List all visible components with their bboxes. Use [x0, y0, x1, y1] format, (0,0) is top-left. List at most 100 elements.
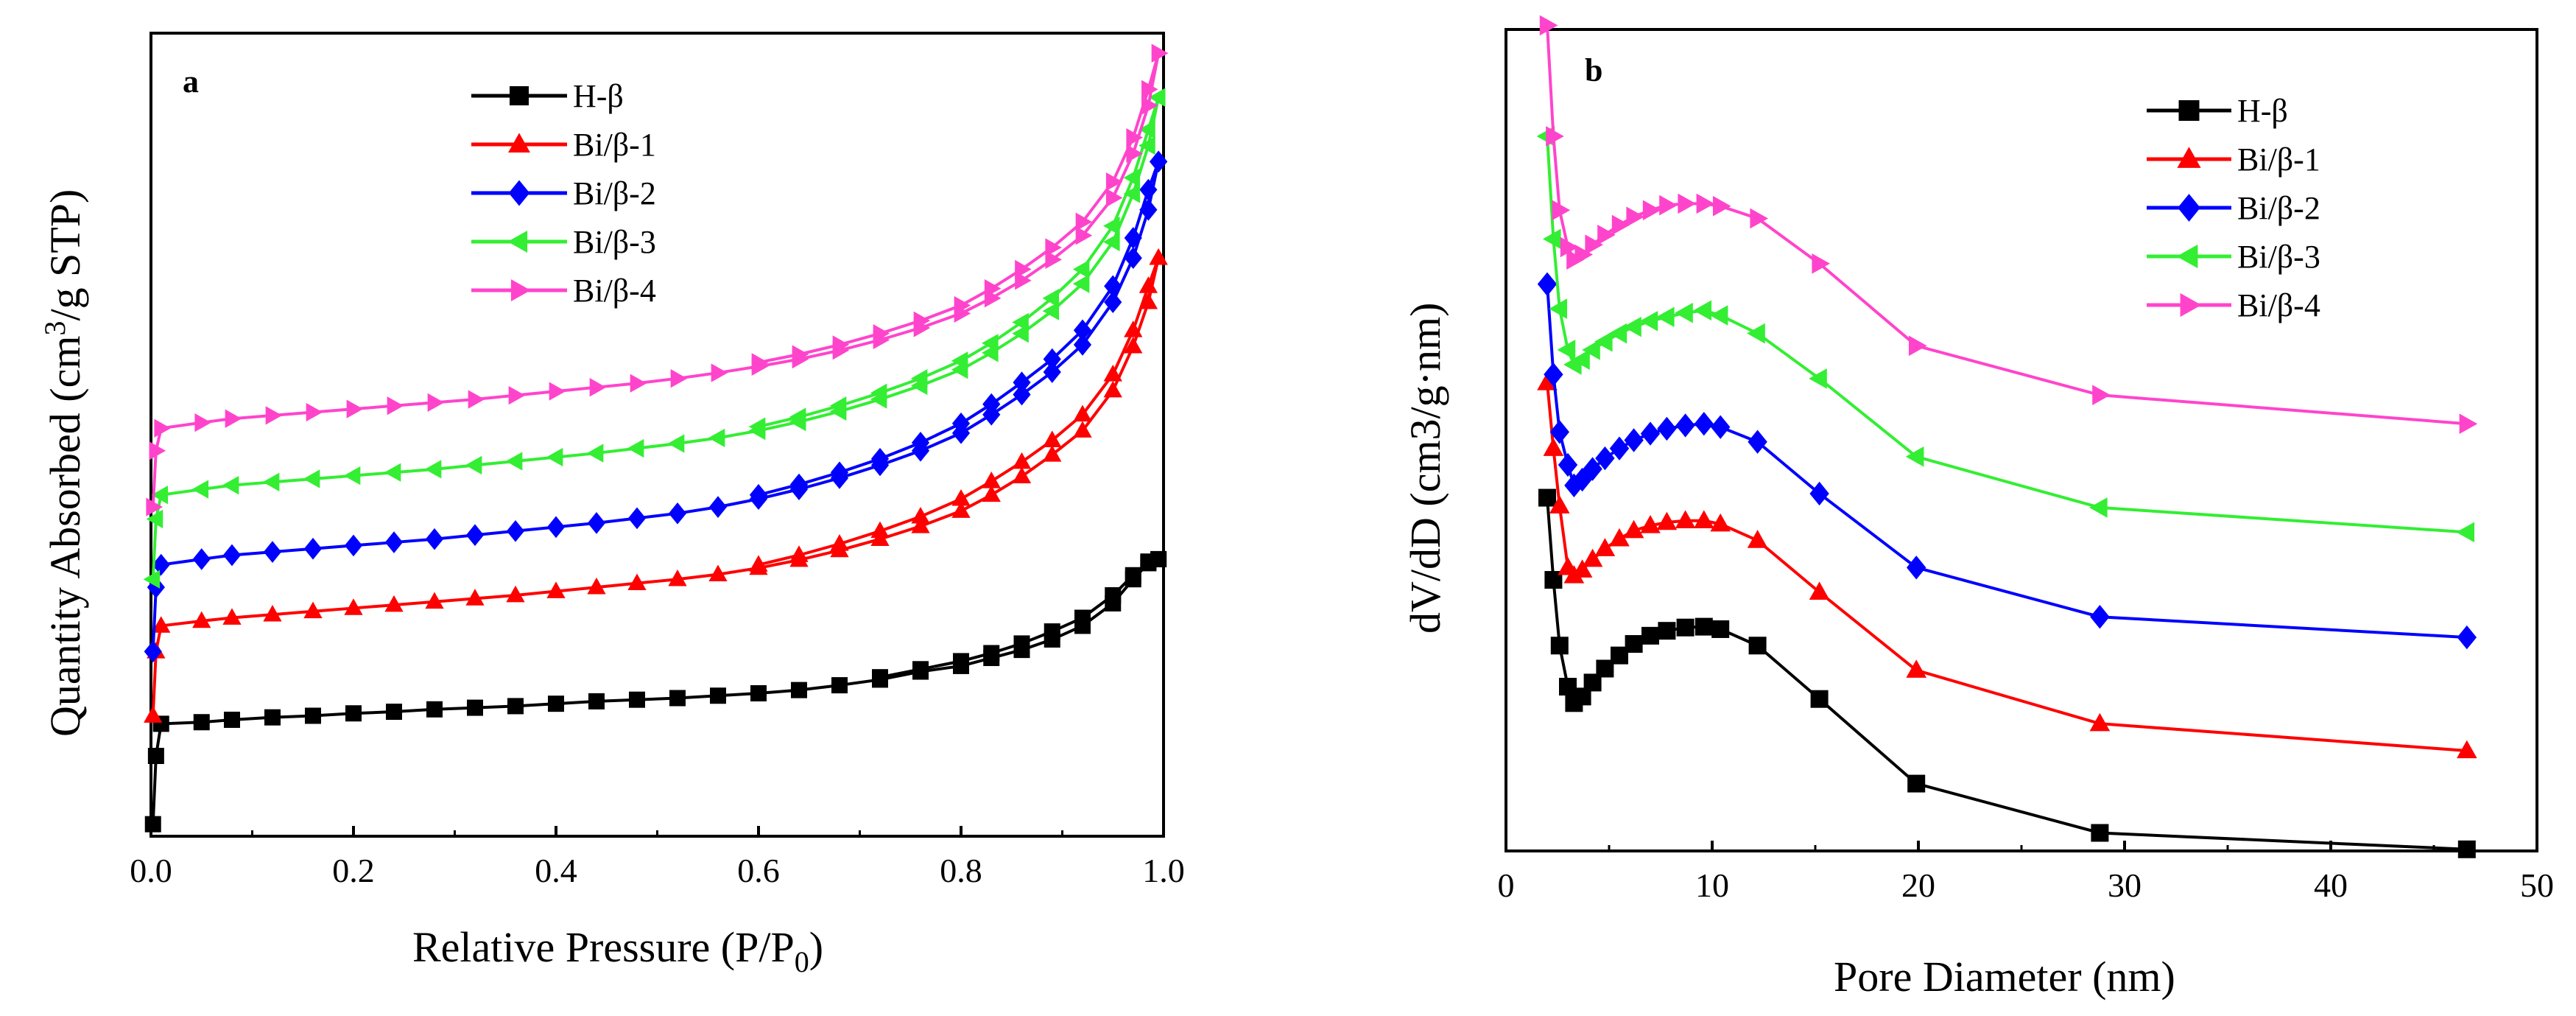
data-point: [1812, 253, 1830, 274]
data-point: [751, 357, 769, 376]
data-point: [2089, 497, 2108, 518]
legend-label: Bi/β-2: [2237, 190, 2320, 226]
data-point: [1656, 306, 1675, 328]
x-tick-label: 0.4: [535, 852, 577, 889]
data-point: [1675, 510, 1696, 528]
data-point: [192, 611, 211, 628]
data-point: [147, 748, 164, 764]
data-point: [146, 497, 163, 516]
series-H-β: [1538, 488, 2476, 858]
data-point: [467, 699, 483, 716]
data-point: [1124, 247, 1142, 270]
data-point: [982, 403, 1001, 426]
data-point: [1676, 618, 1695, 637]
data-point: [1623, 519, 1644, 539]
series-line: [151, 558, 1159, 824]
data-point: [789, 412, 806, 432]
data-point: [588, 693, 605, 710]
data-point: [1124, 227, 1142, 249]
data-point: [222, 476, 239, 495]
data-point: [1694, 510, 1714, 528]
data-point: [1126, 128, 1143, 147]
data-point: [465, 589, 485, 606]
desorption-line: [758, 161, 1161, 497]
legend-item: Bi/β-4: [2147, 287, 2320, 323]
data-point: [792, 349, 809, 369]
data-point: [144, 816, 161, 833]
data-point: [1711, 620, 1730, 638]
data-point: [1572, 349, 1590, 371]
data-point: [1105, 172, 1123, 192]
data-point: [1906, 659, 1926, 678]
data-point: [387, 396, 404, 416]
data-point: [1105, 188, 1123, 208]
data-point: [1072, 274, 1090, 293]
series-Bi/β-4: [146, 43, 1169, 516]
desorption-line: [758, 257, 1161, 567]
data-point: [870, 454, 890, 477]
data-point: [1694, 412, 1714, 436]
data-point: [1711, 415, 1731, 439]
data-point: [1594, 538, 1616, 556]
data-point: [913, 318, 931, 337]
data-point: [1539, 15, 1558, 36]
data-point: [1595, 446, 1615, 471]
data-point: [830, 540, 849, 558]
data-point: [912, 663, 929, 680]
data-point: [1747, 323, 1765, 344]
data-point: [1139, 198, 1158, 221]
legend-label: Bi/β-2: [573, 175, 656, 211]
data-point: [586, 444, 604, 463]
data-point: [1139, 120, 1155, 139]
data-point: [2457, 740, 2477, 759]
data-point: [1543, 228, 1561, 250]
data-point: [708, 564, 728, 582]
data-point: [384, 531, 404, 553]
data-point: [1125, 571, 1141, 588]
data-point: [870, 529, 890, 547]
data-point: [465, 524, 485, 547]
x-tick-label: 0: [1498, 866, 1515, 904]
data-point: [1639, 311, 1658, 332]
data-point: [264, 709, 281, 726]
data-point: [1709, 305, 1728, 326]
legend-b: H-β Bi/β-1 Bi/β-2 Bi/β-3 Bi/β-4: [2147, 93, 2320, 323]
data-point: [1150, 550, 1167, 567]
data-point: [630, 374, 647, 393]
data-point: [1564, 473, 1584, 498]
data-point: [1043, 361, 1061, 383]
data-point: [192, 548, 211, 570]
series-line: [1546, 136, 2467, 534]
data-point: [149, 441, 166, 460]
data-point: [711, 363, 728, 382]
data-point: [303, 601, 323, 619]
data-point: [194, 413, 211, 432]
data-point: [1139, 292, 1158, 309]
legend-item: Bi/β-1: [2147, 141, 2320, 178]
data-point: [1045, 250, 1062, 270]
x-ticks-a: 0.0 0.2 0.4 0.6 0.8 1.0: [130, 826, 1185, 889]
x-axis-title-a-main: Relative Pressure (P/P: [412, 923, 795, 971]
data-point: [1641, 626, 1659, 645]
series-Bi/β-3: [143, 88, 1166, 589]
legend-item: H-β: [471, 78, 624, 114]
data-point: [344, 598, 363, 615]
data-point: [1073, 334, 1092, 356]
data-point: [1012, 452, 1032, 469]
data-point: [303, 469, 320, 488]
data-point: [548, 696, 564, 712]
data-point: [306, 402, 323, 422]
x-tick-label: 40: [2314, 866, 2348, 904]
data-point: [1640, 515, 1661, 533]
data-point: [1549, 420, 1569, 444]
data-point: [1043, 348, 1061, 371]
data-point: [1552, 200, 1571, 221]
legend-label: Bi/β-1: [573, 127, 656, 163]
data-point: [1139, 276, 1158, 293]
data-point: [2457, 840, 2476, 858]
legend-marker: [510, 279, 531, 301]
data-point: [305, 707, 321, 724]
data-point: [1013, 371, 1031, 393]
data-point: [263, 604, 282, 622]
data-point: [911, 439, 930, 462]
